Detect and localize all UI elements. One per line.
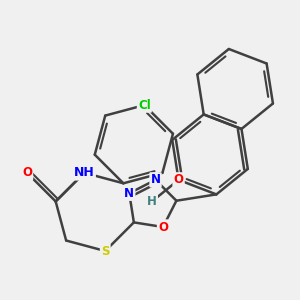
Text: N: N [151, 173, 160, 186]
Text: O: O [174, 173, 184, 186]
Text: S: S [101, 244, 110, 257]
Text: O: O [22, 166, 32, 179]
Text: O: O [158, 220, 168, 233]
Text: Cl: Cl [138, 99, 151, 112]
Text: H: H [147, 195, 157, 208]
Text: N: N [124, 187, 134, 200]
Text: NH: NH [74, 166, 95, 179]
